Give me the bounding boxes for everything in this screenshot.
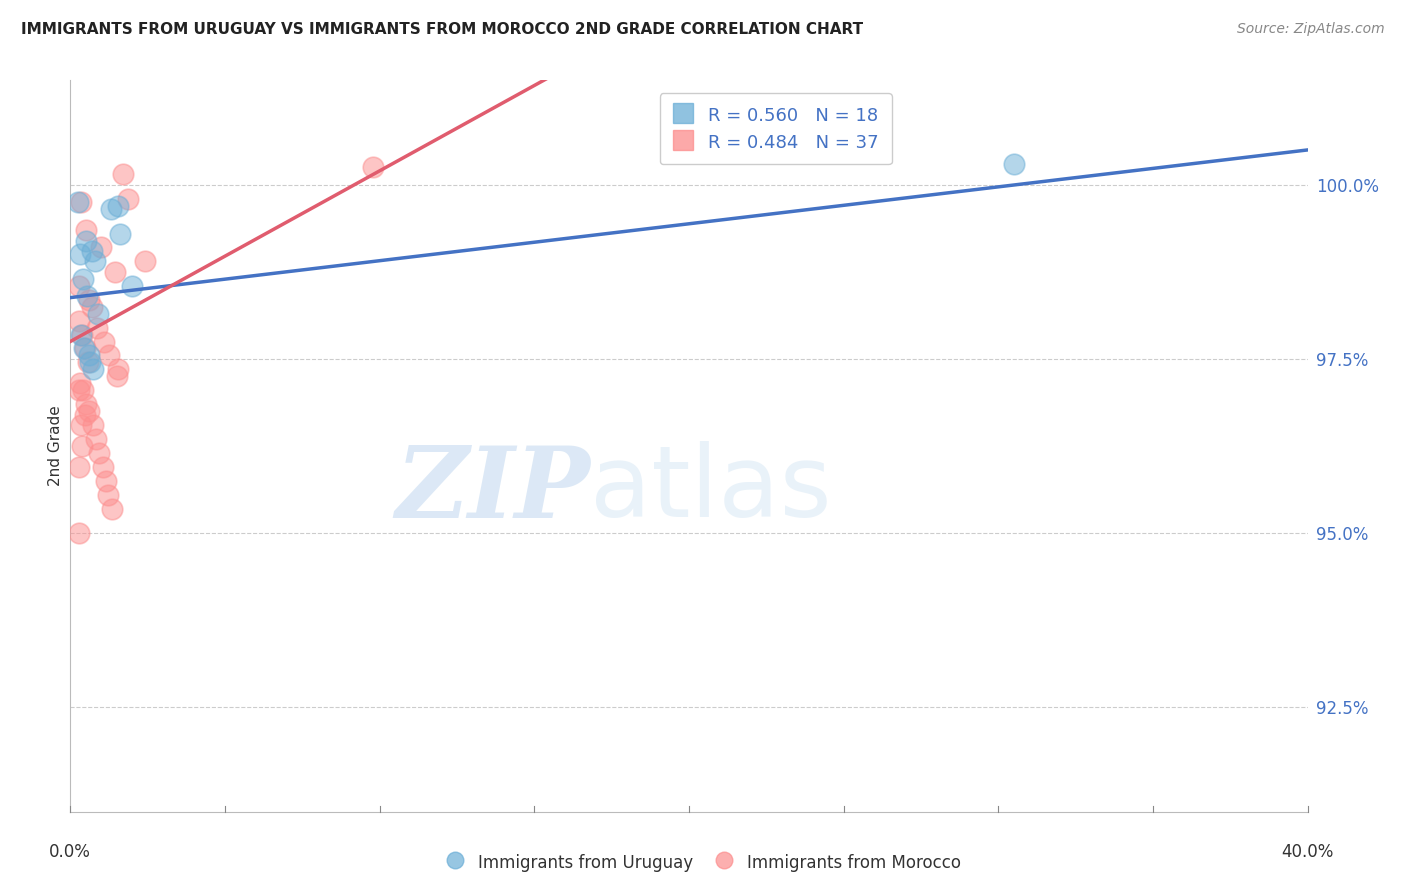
Text: Source: ZipAtlas.com: Source: ZipAtlas.com <box>1237 22 1385 37</box>
Point <box>75 223 97 237</box>
Point <box>101 501 124 516</box>
Point <box>84 254 107 268</box>
Point <box>82 362 105 376</box>
Point <box>76 289 98 303</box>
Point <box>67 278 90 293</box>
Point <box>117 192 139 206</box>
Point <box>80 300 103 314</box>
Point <box>67 313 90 327</box>
Point <box>104 265 127 279</box>
Point <box>108 227 131 241</box>
Point <box>1002 157 1025 171</box>
Point <box>67 195 90 210</box>
Point <box>90 240 112 254</box>
Point <box>67 459 90 474</box>
Point <box>91 459 114 474</box>
Point <box>67 384 90 398</box>
Point <box>70 327 93 342</box>
Point <box>98 348 120 362</box>
Point <box>67 526 90 541</box>
Point <box>84 432 107 446</box>
Point <box>82 418 104 433</box>
Point <box>70 195 93 210</box>
Legend: Immigrants from Uruguay, Immigrants from Morocco: Immigrants from Uruguay, Immigrants from… <box>439 846 967 880</box>
Text: ZIP: ZIP <box>395 442 591 538</box>
Point <box>77 293 100 307</box>
Point <box>75 408 97 422</box>
Point <box>75 234 97 248</box>
Point <box>105 369 128 384</box>
Point <box>69 418 91 433</box>
Point <box>93 334 115 349</box>
Point <box>75 397 97 411</box>
Point <box>70 439 93 453</box>
Point <box>70 327 93 342</box>
Point <box>77 348 100 362</box>
Point <box>75 342 97 356</box>
Legend: R = 0.560   N = 18, R = 0.484   N = 37: R = 0.560 N = 18, R = 0.484 N = 37 <box>659 93 891 164</box>
Point <box>87 307 110 321</box>
Point <box>107 362 129 376</box>
Point <box>121 278 143 293</box>
Point <box>69 376 91 391</box>
Point <box>363 161 385 175</box>
Point <box>87 446 110 460</box>
Point <box>97 488 120 502</box>
Point <box>79 355 101 369</box>
Point <box>134 254 156 268</box>
Point <box>86 320 108 334</box>
Y-axis label: 2nd Grade: 2nd Grade <box>48 406 63 486</box>
Point <box>111 167 134 181</box>
Point <box>94 474 117 488</box>
Point <box>69 247 91 261</box>
Text: 0.0%: 0.0% <box>49 843 91 861</box>
Point <box>80 244 103 258</box>
Text: IMMIGRANTS FROM URUGUAY VS IMMIGRANTS FROM MOROCCO 2ND GRADE CORRELATION CHART: IMMIGRANTS FROM URUGUAY VS IMMIGRANTS FR… <box>21 22 863 37</box>
Point <box>107 199 129 213</box>
Point <box>73 342 96 356</box>
Point <box>77 355 100 369</box>
Point <box>79 404 101 418</box>
Point <box>100 202 122 216</box>
Text: 40.0%: 40.0% <box>1281 843 1334 861</box>
Point <box>72 272 94 286</box>
Text: atlas: atlas <box>591 442 831 539</box>
Point <box>72 384 94 398</box>
